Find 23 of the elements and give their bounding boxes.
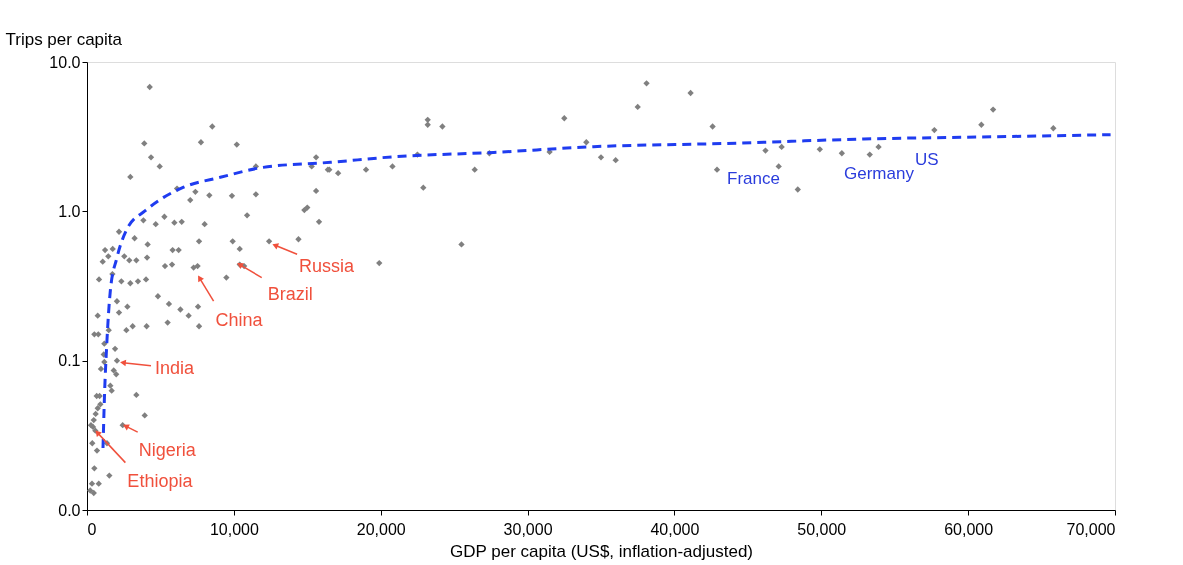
x-tick-label: 30,000 xyxy=(503,520,553,538)
x-axis-title: GDP per capita (US$, inflation-adjusted) xyxy=(449,541,754,561)
annotation: India xyxy=(154,357,195,378)
x-tick-label: 50,000 xyxy=(797,520,847,538)
x-tick-label: 0 xyxy=(87,520,97,538)
annotation: Nigeria xyxy=(138,440,197,461)
annotation: France xyxy=(727,169,780,188)
annotation: Brazil xyxy=(267,283,313,304)
y-tick-label: 0.1 xyxy=(58,352,81,370)
annotation: Ethiopia xyxy=(127,470,194,491)
annotation: China xyxy=(215,310,264,331)
annotation: Germany xyxy=(844,164,915,183)
y-axis-title: Trips per capita xyxy=(5,29,123,49)
y-tick-label: 0.0 xyxy=(58,501,81,519)
x-tick-label: 40,000 xyxy=(650,520,700,538)
x-tick-label: 60,000 xyxy=(944,520,994,538)
x-tick-label: 70,000 xyxy=(1066,520,1116,538)
annotation: Russia xyxy=(299,256,356,277)
x-tick-label: 10,000 xyxy=(209,520,259,538)
y-tick-label: 1.0 xyxy=(58,202,81,220)
y-tick-label: 10.0 xyxy=(49,53,81,71)
x-tick-label: 20,000 xyxy=(356,520,406,538)
annotation: US xyxy=(915,150,939,169)
